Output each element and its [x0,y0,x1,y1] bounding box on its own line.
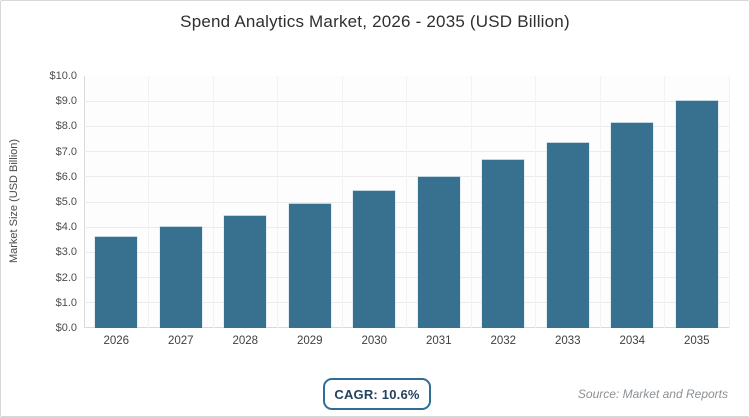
v-gridline [664,76,665,328]
x-tick-label: 2031 [425,335,452,347]
bar-2035 [675,100,718,328]
x-tick-label: 2035 [683,335,710,347]
bar-2029 [288,203,331,328]
x-tick-label: 2026 [103,335,130,347]
v-gridline [341,76,343,328]
source-note: Source: Market and Reports [577,387,728,401]
bar-2026 [95,236,138,328]
plot-area [84,76,730,328]
y-tick-label: $10.0 [49,70,77,82]
x-tick-label: 2030 [361,335,388,347]
v-gridline [148,76,149,328]
v-gridline [599,76,601,328]
x-tick-label: 2033 [554,335,581,347]
y-tick-label: $6.0 [55,170,77,183]
cagr-badge-label: CAGR: 10.6% [334,386,420,402]
v-gridline [406,76,407,328]
bar-2031 [417,176,460,328]
y-tick-label: $0.0 [55,322,77,334]
y-tick-label: $9.0 [55,95,77,108]
x-tick-label: 2029 [296,335,323,347]
y-tick-label: $2.0 [55,271,77,284]
y-tick-label: $5.0 [55,196,77,208]
y-tick-label: $8.0 [55,120,77,133]
cagr-badge: CAGR: 10.6% [323,378,431,410]
bar-2034 [611,122,654,328]
chart-title: Spend Analytics Market, 2026 - 2035 (USD… [180,12,570,31]
y-tick-label: $1.0 [55,296,77,309]
bar-2032 [482,159,525,328]
v-gridline [470,76,472,328]
y-tick-label: $3.0 [55,246,77,259]
y-tick-label: $7.0 [55,145,77,158]
x-tick-label: 2032 [490,335,517,347]
x-tick-label: 2034 [619,335,646,347]
bar-2027 [159,226,202,328]
v-gridline [212,76,214,328]
x-tick-label: 2028 [232,335,259,347]
v-gridline [535,76,536,328]
v-gridline [728,76,730,328]
bar-2028 [224,215,267,328]
bar-2033 [546,142,589,328]
y-tick-label: $4.0 [55,221,77,234]
bar-2030 [353,190,396,328]
x-tick-label: 2027 [167,335,194,347]
v-gridline [277,76,278,328]
